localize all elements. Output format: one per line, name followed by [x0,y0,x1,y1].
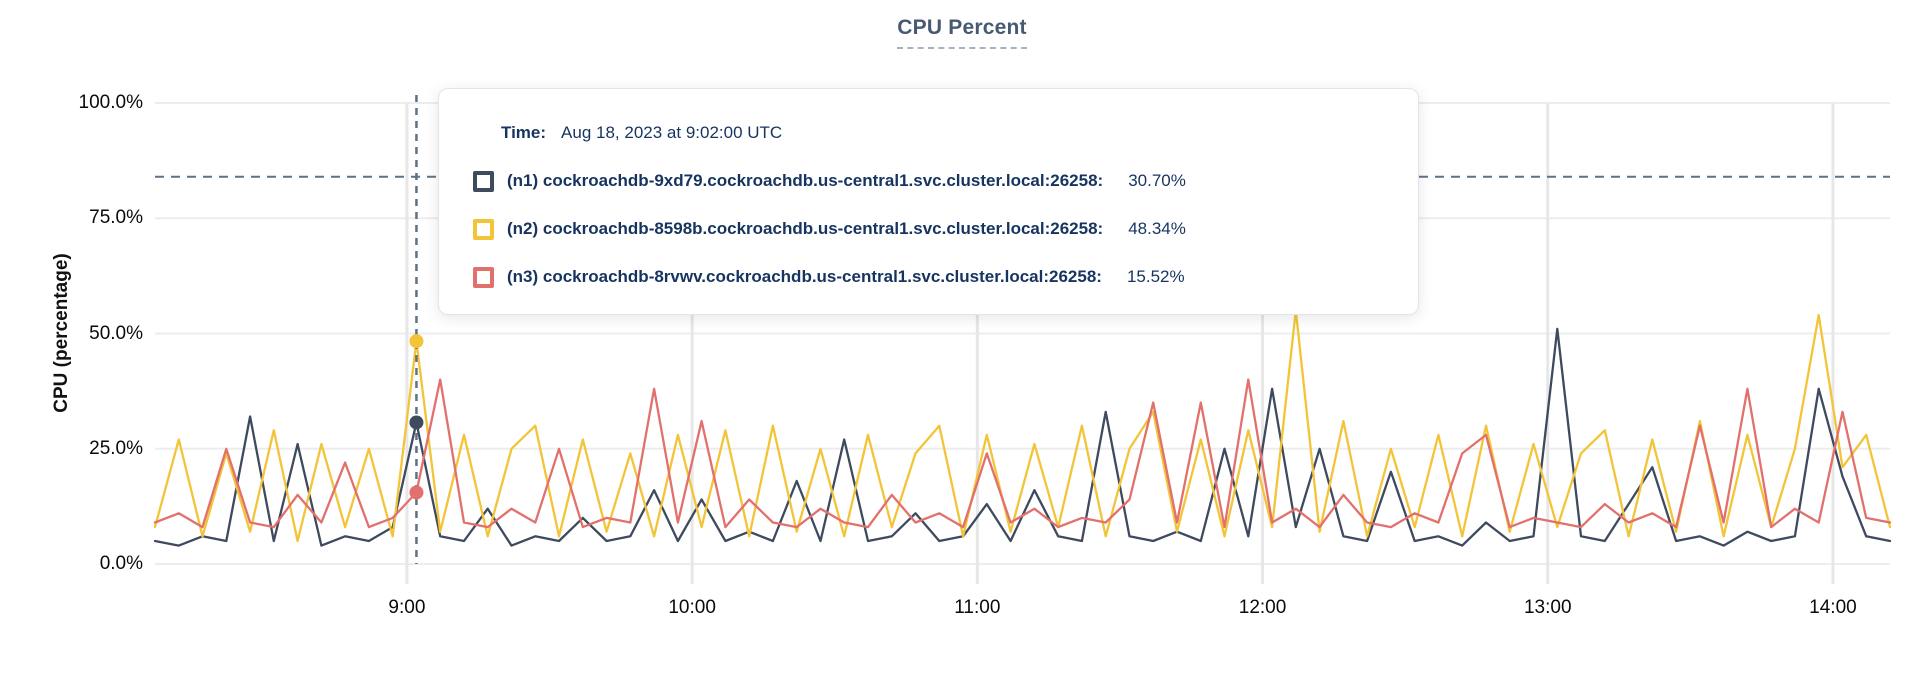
tooltip-time-value: Aug 18, 2023 at 9:02:00 UTC [561,123,783,142]
x-tick-label: 10:00 [668,597,716,618]
x-tick-label: 11:00 [954,597,1001,618]
y-tick-label: 25.0% [89,437,143,459]
series-label-n3: (n3) cockroachdb-8rvwv.cockroachdb.us-ce… [507,267,1102,286]
series-marker-n2-icon [473,218,494,240]
crosshair-dot-n2 [409,334,424,349]
x-tick-label: 14:00 [1809,597,1857,618]
chart-title[interactable]: CPU Percent [897,16,1027,49]
tooltip-time-row: Time: Aug 18, 2023 at 9:02:00 UTC [501,123,1390,143]
tooltip-series-row-n2: (n2) cockroachdb-8598b.cockroachdb.us-ce… [473,205,1390,253]
series-marker-n1-icon [473,170,494,192]
series-marker-n3-icon [473,266,494,288]
tooltip-series-row-n1: (n1) cockroachdb-9xd79.cockroachdb.us-ce… [473,157,1390,205]
tooltip-time-label: Time: [501,123,547,142]
crosshair-dot-n1 [409,415,424,430]
series-line-n3 [153,378,1892,529]
y-tick-label: 50.0% [89,322,143,344]
x-tick-label: 12:00 [1238,597,1287,618]
chart-title-row: CPU Percent [0,16,1924,49]
series-value-n2: 48.34% [1128,219,1186,238]
series-value-n3: 15.52% [1126,267,1185,286]
series-line-n2 [153,309,1892,543]
chart-tooltip: Time: Aug 18, 2023 at 9:02:00 UTC (n1) co… [438,88,1419,315]
series-value-n1: 30.70% [1128,171,1186,190]
series-label-n1: (n1) cockroachdb-9xd79.cockroachdb.us-ce… [507,171,1104,190]
x-tick-label: 9:00 [388,597,426,618]
y-tick-label: 100.0% [78,92,143,113]
series-label-n2: (n2) cockroachdb-8598b.cockroachdb.us-ce… [507,219,1104,238]
tooltip-series-row-n3: (n3) cockroachdb-8rvwv.cockroachdb.us-ce… [473,253,1390,301]
y-tick-label: 0.0% [99,553,143,574]
crosshair-dot-n3 [409,485,424,500]
x-tick-label: 13:00 [1523,597,1572,618]
y-tick-label: 75.0% [89,207,143,229]
